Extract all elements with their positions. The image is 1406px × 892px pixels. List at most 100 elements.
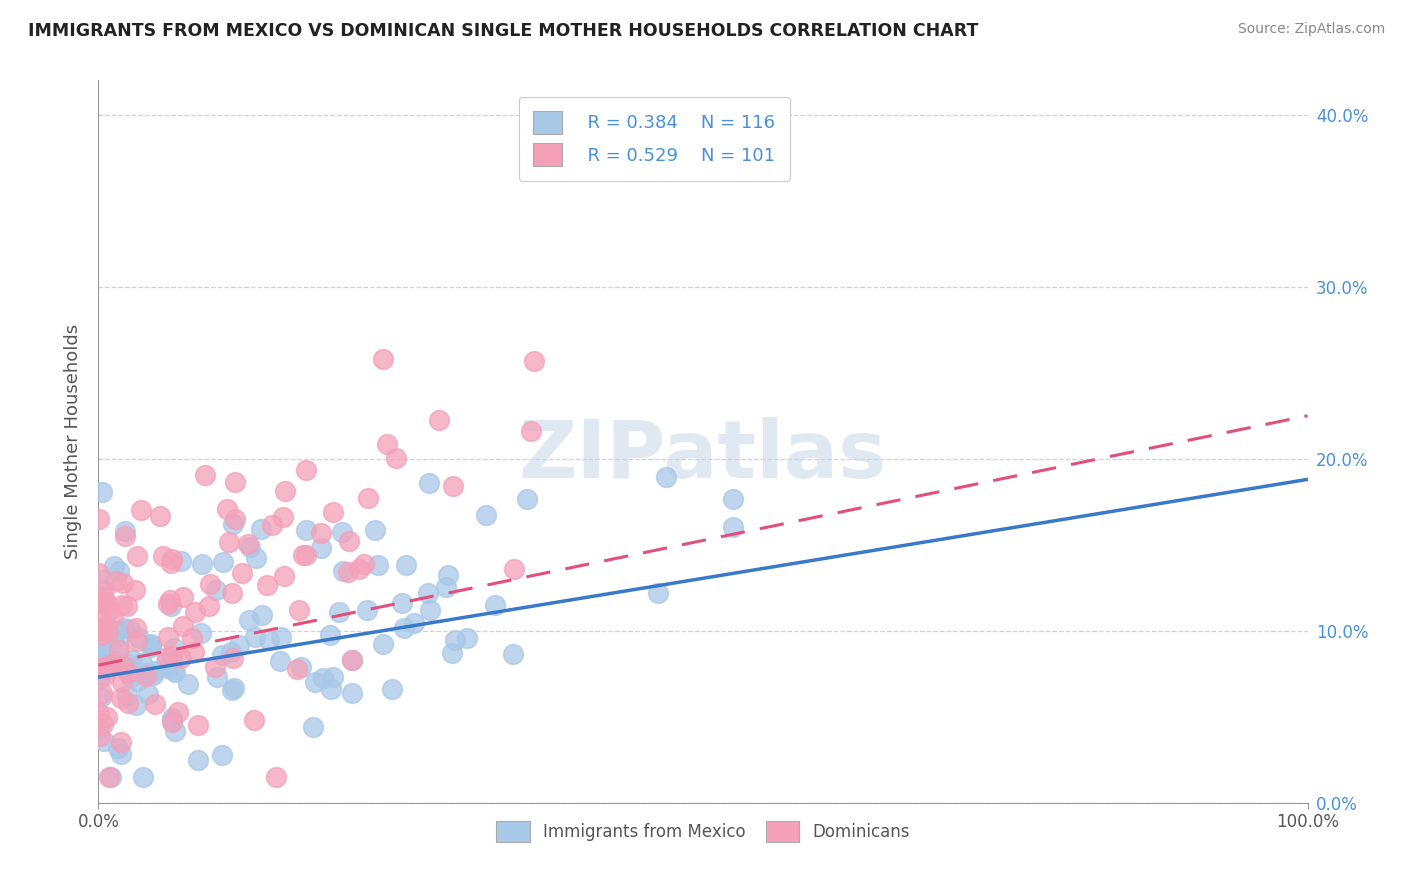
Point (519, 424, 541, 438)
Point (256, 578, 278, 592)
Point (108, 643, 131, 657)
Point (159, 593, 181, 607)
Point (285, 662, 308, 676)
Point (364, 524, 387, 538)
Point (239, 541, 262, 555)
Point (187, 718, 209, 732)
Point (385, 451, 408, 466)
Point (160, 714, 183, 729)
Point (159, 556, 181, 570)
Point (221, 682, 243, 697)
Point (274, 484, 297, 499)
Point (125, 549, 148, 564)
Point (211, 555, 233, 569)
Point (332, 565, 354, 579)
Point (194, 467, 217, 482)
Point (165, 724, 187, 739)
Point (111, 576, 134, 591)
Point (262, 518, 284, 533)
Point (87, 566, 110, 581)
Point (319, 681, 342, 696)
Point (190, 626, 212, 640)
Point (90, 623, 112, 637)
Point (94, 668, 117, 682)
Point (91, 717, 114, 731)
Point (392, 621, 415, 635)
Point (97, 622, 120, 636)
Point (128, 631, 150, 645)
Point (243, 630, 266, 644)
Point (723, 491, 745, 506)
Point (243, 713, 266, 727)
Point (270, 630, 292, 644)
Point (90, 650, 112, 665)
Point (136, 687, 159, 701)
Point (516, 491, 538, 506)
Point (107, 741, 129, 756)
Point (118, 623, 141, 637)
Point (157, 630, 180, 644)
Legend: Immigrants from Mexico, Dominicans: Immigrants from Mexico, Dominicans (489, 814, 917, 848)
Point (356, 603, 378, 617)
Point (371, 637, 394, 651)
Point (170, 651, 193, 665)
Point (371, 352, 394, 367)
Point (218, 535, 240, 549)
Point (290, 660, 312, 674)
Point (121, 652, 143, 666)
Text: IMMIGRANTS FROM MEXICO VS DOMINICAN SINGLE MOTHER HOUSEHOLDS CORRELATION CHART: IMMIGRANTS FROM MEXICO VS DOMINICAN SING… (28, 22, 979, 40)
Point (456, 632, 478, 646)
Point (224, 511, 246, 525)
Point (337, 534, 360, 549)
Point (110, 690, 132, 705)
Point (120, 670, 142, 684)
Point (165, 665, 187, 679)
Point (136, 665, 159, 680)
Point (112, 621, 135, 635)
Point (142, 668, 165, 682)
Point (111, 675, 134, 690)
Point (181, 631, 204, 645)
Point (319, 628, 342, 642)
Point (139, 640, 162, 654)
Point (337, 565, 360, 579)
Point (266, 770, 288, 784)
Point (222, 651, 245, 665)
Point (484, 599, 506, 613)
Point (304, 675, 326, 690)
Point (395, 558, 418, 572)
Point (90, 660, 112, 674)
Point (143, 665, 166, 679)
Point (309, 526, 332, 541)
Point (444, 632, 467, 647)
Point (416, 586, 439, 600)
Point (222, 681, 245, 695)
Point (169, 554, 191, 568)
Point (91, 590, 114, 604)
Point (139, 638, 162, 652)
Point (93, 651, 115, 665)
Point (302, 720, 325, 734)
Point (129, 503, 152, 517)
Point (287, 602, 309, 616)
Point (205, 670, 228, 684)
Point (104, 574, 127, 588)
Point (145, 698, 167, 712)
Point (117, 665, 139, 680)
Point (211, 648, 233, 663)
Point (110, 747, 132, 762)
Point (117, 688, 139, 702)
Point (160, 711, 183, 725)
Point (162, 663, 184, 677)
Point (654, 470, 676, 484)
Point (157, 661, 180, 675)
Point (322, 505, 344, 519)
Point (155, 650, 177, 665)
Point (114, 524, 136, 539)
Point (111, 598, 134, 612)
Point (160, 714, 183, 729)
Point (269, 654, 291, 668)
Point (271, 510, 294, 524)
Point (441, 479, 464, 493)
Point (89, 729, 111, 743)
